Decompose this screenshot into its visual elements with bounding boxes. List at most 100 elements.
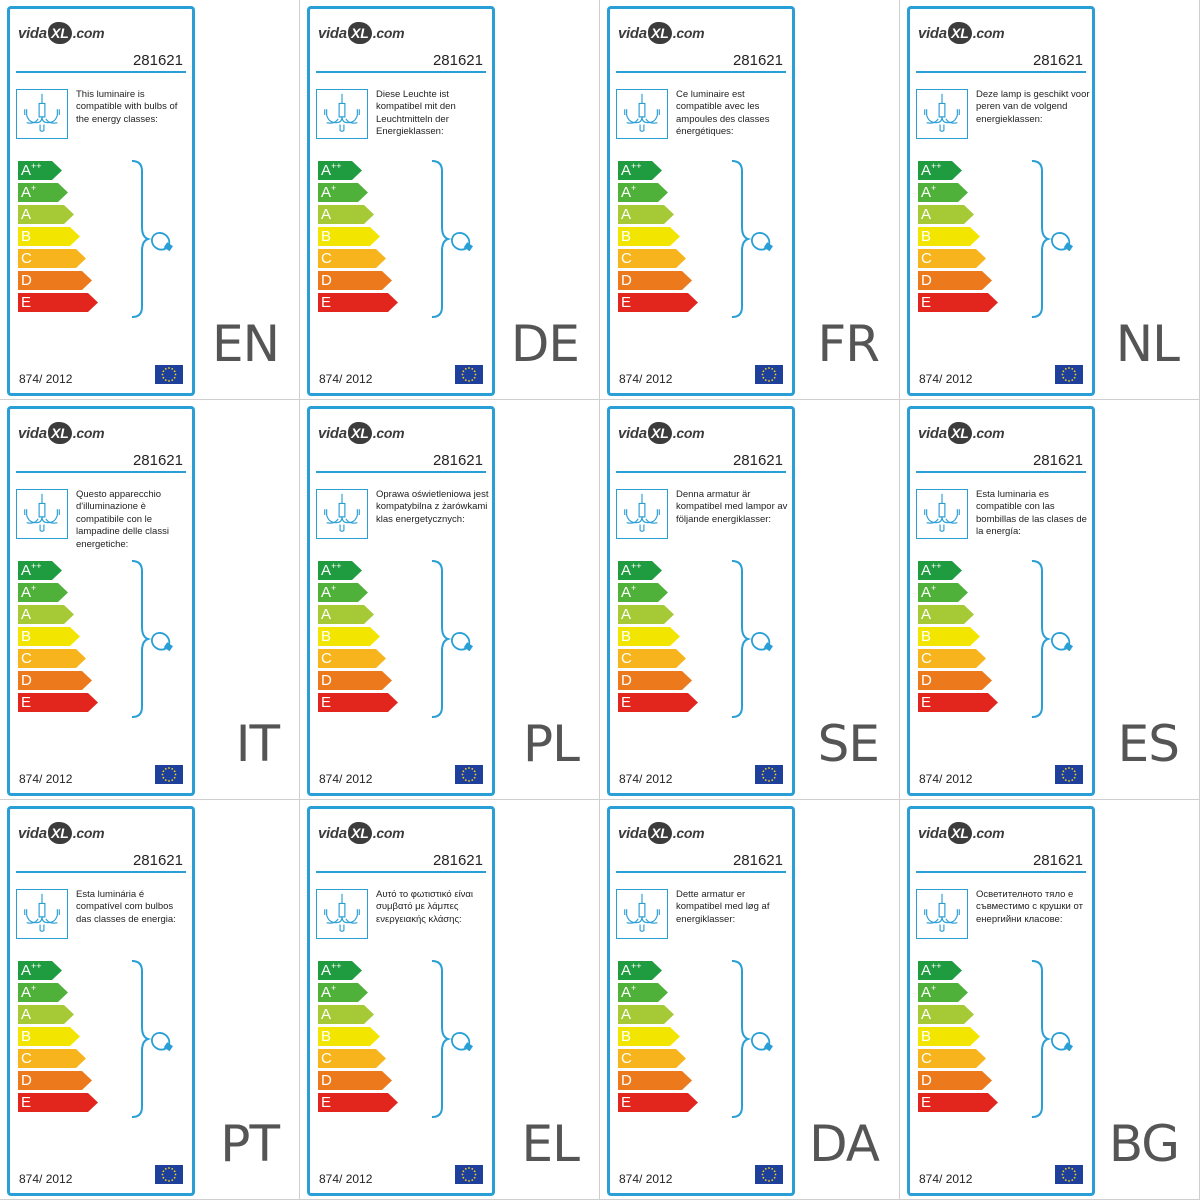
- eu-flag-icon: [155, 765, 183, 784]
- energy-class-letter: B: [321, 628, 332, 645]
- chandelier-icon: [324, 93, 360, 132]
- vidaxl-logo: vida XL .com: [18, 819, 118, 847]
- energy-class-plus: +: [331, 983, 337, 993]
- energy-class-letter: A: [21, 206, 32, 223]
- energy-class-bar: A+: [18, 583, 68, 602]
- energy-class-scale: A++ A+ A B C D E: [18, 961, 98, 1115]
- energy-class-letter: D: [921, 272, 932, 289]
- vidaxl-logo: vida XL .com: [618, 419, 718, 447]
- bulb-bracket: [130, 559, 190, 719]
- energy-class-bar: B: [918, 227, 980, 246]
- energy-class-scale: A++ A+ A B C D E: [918, 961, 998, 1115]
- label-cell-it: vida XL .com 281621 Questo apparecchio d'i…: [0, 400, 300, 800]
- chandelier-icon: [924, 493, 960, 532]
- energy-label-card: vida XL .com 281621 Dette armatur er kompa…: [607, 806, 795, 1196]
- energy-class-bar: B: [618, 1027, 680, 1046]
- energy-class-plus: +: [931, 183, 937, 193]
- energy-class-plus: ++: [31, 961, 42, 971]
- energy-class-letter: A: [921, 962, 932, 979]
- logo-mark: XL: [47, 422, 72, 444]
- energy-class-letter: A: [921, 562, 932, 579]
- energy-class-letter: A: [921, 606, 932, 623]
- energy-class-scale: A++ A+ A B C D E: [918, 161, 998, 315]
- eu-flag-icon: [755, 365, 783, 384]
- energy-class-letter: D: [21, 672, 32, 689]
- energy-class-bar: D: [918, 671, 992, 690]
- lamp-icon-box: [916, 489, 968, 539]
- lamp-icon-box: [616, 489, 668, 539]
- logo-suffix: .com: [972, 25, 1005, 41]
- energy-class-letter: B: [621, 1028, 632, 1045]
- energy-class-scale: A++ A+ A B C D E: [618, 161, 698, 315]
- lamp-icon-box: [316, 889, 368, 939]
- energy-class-letter: D: [321, 672, 332, 689]
- energy-class-plus: ++: [31, 161, 42, 171]
- energy-class-letter: A: [621, 206, 632, 223]
- divider: [16, 871, 186, 873]
- label-cell-de: vida XL .com 281621 Diese Leuchte ist komp…: [300, 0, 600, 400]
- energy-class-bar: A++: [18, 961, 62, 980]
- energy-class-letter: A: [921, 1006, 932, 1023]
- product-code: 281621: [1032, 52, 1083, 69]
- product-code: 281621: [132, 52, 183, 69]
- energy-class-bar: C: [618, 1049, 686, 1068]
- energy-class-bar: C: [18, 1049, 86, 1068]
- energy-class-bar: A++: [318, 161, 362, 180]
- product-code: 281621: [732, 452, 783, 469]
- energy-class-bar: A++: [318, 961, 362, 980]
- regulation-number: 874/ 2012: [319, 372, 373, 386]
- energy-class-bar: D: [18, 671, 92, 690]
- logo-mark: XL: [947, 422, 972, 444]
- energy-class-letter: B: [921, 1028, 932, 1045]
- energy-class-bar: A: [918, 205, 974, 224]
- divider: [616, 471, 786, 473]
- divider: [16, 471, 186, 473]
- energy-class-letter: B: [321, 228, 332, 245]
- energy-class-letter: E: [21, 1094, 32, 1111]
- energy-class-plus: ++: [631, 961, 642, 971]
- bracket-bulb-icon: [131, 160, 173, 318]
- energy-class-letter: D: [321, 272, 332, 289]
- energy-class-letter: A: [321, 206, 332, 223]
- energy-class-plus: ++: [931, 961, 942, 971]
- language-code: BG: [1108, 1115, 1180, 1173]
- compatibility-text: Esta luminaria es compatible con las bom…: [976, 489, 1087, 538]
- energy-class-letter: A: [621, 184, 632, 201]
- energy-label-card: vida XL .com 281621 Deze lamp is geschikt …: [907, 6, 1095, 396]
- energy-class-letter: C: [621, 250, 632, 267]
- chandelier-icon: [924, 893, 960, 932]
- logo-suffix: .com: [672, 825, 705, 841]
- energy-class-letter: D: [921, 1072, 932, 1089]
- energy-class-bar: A+: [18, 183, 68, 202]
- bracket-bulb-icon: [131, 960, 173, 1118]
- energy-class-bar: C: [318, 1049, 386, 1068]
- energy-class-bar: A+: [918, 583, 968, 602]
- energy-class-letter: A: [321, 584, 332, 601]
- label-cell-nl: vida XL .com 281621 Deze lamp is geschikt …: [900, 0, 1200, 400]
- divider: [916, 871, 1086, 873]
- energy-class-letter: A: [621, 562, 632, 579]
- energy-class-bar: A: [918, 605, 974, 624]
- product-code: 281621: [132, 852, 183, 869]
- bracket-bulb-icon: [731, 160, 773, 318]
- energy-class-bar: D: [318, 671, 392, 690]
- energy-class-plus: ++: [931, 161, 942, 171]
- energy-class-bar: A: [918, 1005, 974, 1024]
- compatibility-text: Ce luminaire est compatible avec les amp…: [676, 89, 770, 138]
- energy-class-scale: A++ A+ A B C D E: [18, 161, 98, 315]
- logo-mark: XL: [347, 422, 372, 444]
- energy-class-bar: B: [18, 1027, 80, 1046]
- logo-mark: XL: [647, 822, 672, 844]
- logo-mark: XL: [347, 822, 372, 844]
- energy-class-letter: A: [21, 606, 32, 623]
- energy-class-letter: D: [21, 272, 32, 289]
- product-code: 281621: [1032, 452, 1083, 469]
- eu-flag-icon: [455, 765, 483, 784]
- energy-class-bar: B: [618, 227, 680, 246]
- energy-class-letter: E: [321, 694, 332, 711]
- energy-class-letter: A: [21, 562, 32, 579]
- energy-class-bar: B: [318, 1027, 380, 1046]
- energy-label-card: vida XL .com 281621 Esta luminaria es comp…: [907, 406, 1095, 796]
- energy-class-bar: A+: [18, 983, 68, 1002]
- vidaxl-logo: vida XL .com: [918, 819, 1018, 847]
